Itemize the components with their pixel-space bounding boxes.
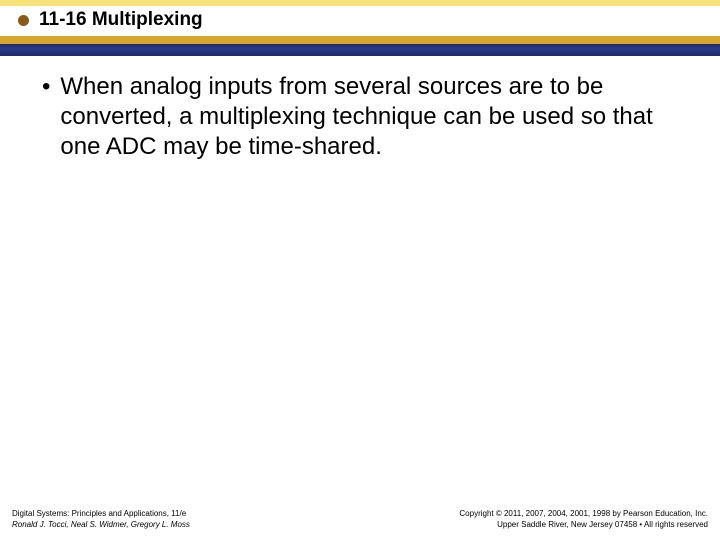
title-bullet-icon (18, 15, 29, 26)
title-band: 11-16 Multiplexing (0, 6, 720, 34)
slide: 11-16 Multiplexing • When analog inputs … (0, 0, 720, 540)
footer-right: Copyright © 2011, 2007, 2004, 2001, 1998… (459, 508, 708, 530)
footer-authors: Ronald J. Tocci, Neal S. Widmer, Gregory… (12, 519, 190, 530)
gold-divider (0, 36, 720, 44)
blue-divider (0, 44, 720, 56)
bullet-text: When analog inputs from several sources … (60, 72, 682, 162)
bullet-marker-icon: • (42, 72, 50, 102)
footer-address: Upper Saddle River, New Jersey 07458 • A… (459, 519, 708, 530)
slide-title: 11-16 Multiplexing (39, 9, 203, 31)
slide-body: • When analog inputs from several source… (42, 72, 682, 162)
footer-left: Digital Systems: Principles and Applicat… (12, 508, 190, 530)
footer-book-title: Digital Systems: Principles and Applicat… (12, 508, 190, 519)
slide-footer: Digital Systems: Principles and Applicat… (12, 508, 708, 530)
bullet-item: • When analog inputs from several source… (42, 72, 682, 162)
footer-copyright: Copyright © 2011, 2007, 2004, 2001, 1998… (459, 508, 708, 519)
